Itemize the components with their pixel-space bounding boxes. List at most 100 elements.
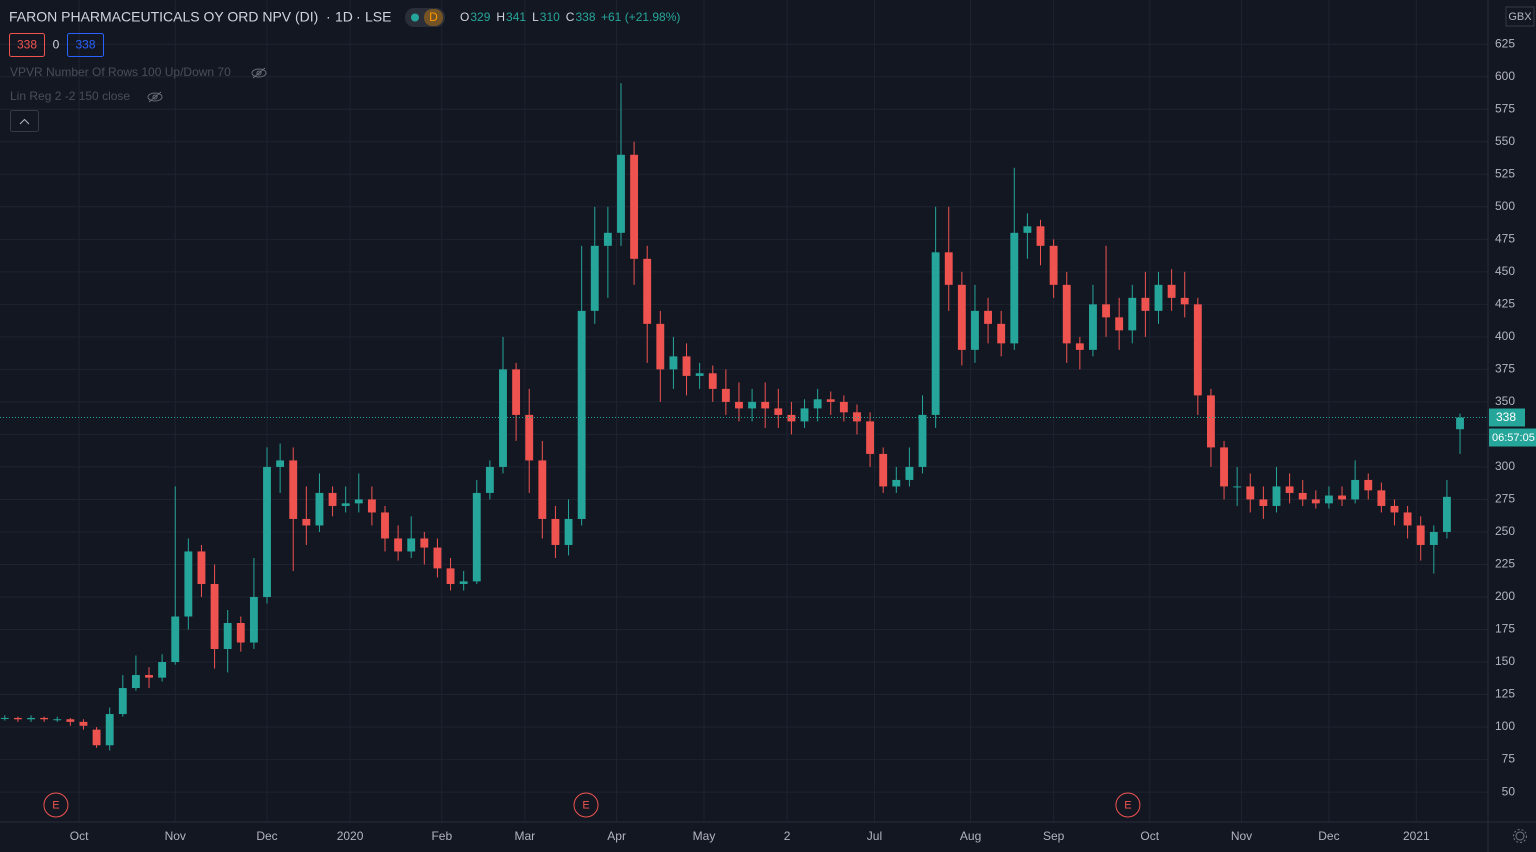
candle-body xyxy=(184,551,193,617)
y-tick-label: 50 xyxy=(1502,784,1516,798)
candle-body xyxy=(630,154,639,259)
candle-body xyxy=(761,401,770,409)
candle-body xyxy=(1272,486,1281,506)
candle-body xyxy=(472,492,481,582)
candles xyxy=(0,83,1488,751)
hidden-icon[interactable] xyxy=(251,67,267,79)
candle-body xyxy=(1089,304,1097,350)
ohlc-value: 310 xyxy=(540,10,560,24)
y-tick-label: 600 xyxy=(1495,69,1515,83)
x-tick-label: 2 xyxy=(784,829,791,843)
sell-box[interactable] xyxy=(9,33,45,57)
ohlc-key: O xyxy=(460,10,469,24)
candle-body xyxy=(459,581,468,584)
candle-body xyxy=(289,460,298,519)
candle-body xyxy=(118,688,127,715)
candle-body xyxy=(1456,417,1464,430)
candle-body xyxy=(512,369,521,415)
x-tick-label: Oct xyxy=(1140,829,1159,843)
x-tick-label: Aug xyxy=(960,829,981,843)
candle-body xyxy=(1128,297,1137,331)
y-tick-label: 575 xyxy=(1495,101,1515,115)
candle-body xyxy=(564,518,573,545)
x-tick-label: Jul xyxy=(867,829,882,843)
last-price-box xyxy=(1489,408,1525,427)
ohlc-legend: O 329 H 341 L 310 C 338 xyxy=(460,10,596,24)
indicator-label[interactable]: VPVR Number Of Rows 100 Up/Down 70 xyxy=(10,65,231,79)
y-tick-label: 75 xyxy=(1502,752,1516,766)
x-tick-label: Nov xyxy=(1231,829,1252,843)
status-pill[interactable] xyxy=(405,8,445,27)
candle-body xyxy=(210,583,219,650)
y-tick-label: 525 xyxy=(1495,166,1515,180)
y-tick-label: 300 xyxy=(1495,459,1515,473)
candle-body xyxy=(446,568,455,584)
status-dot xyxy=(411,13,419,22)
candle-body xyxy=(315,492,324,526)
candle-body xyxy=(721,388,730,402)
candle-body xyxy=(79,721,88,726)
candle-body xyxy=(66,719,75,722)
y-tick-label: 375 xyxy=(1495,362,1515,376)
candle-body xyxy=(1154,284,1163,311)
y-tick-label: 425 xyxy=(1495,297,1515,311)
candle-body xyxy=(1049,245,1058,285)
y-tick-label: 150 xyxy=(1495,654,1515,668)
spread: 0 xyxy=(53,38,60,52)
candle-body xyxy=(866,421,875,454)
x-tick-label: Sep xyxy=(1043,829,1065,843)
y-tick-label: 450 xyxy=(1495,264,1515,278)
candle-body xyxy=(708,373,717,389)
candle-body xyxy=(774,408,783,415)
candle-body xyxy=(354,499,363,504)
x-tick-label: Feb xyxy=(431,829,452,843)
candle-body xyxy=(0,717,9,719)
ohlc-value: 329 xyxy=(470,10,490,24)
candle-body xyxy=(643,258,652,324)
candle-body xyxy=(394,538,403,552)
candle-body xyxy=(853,412,861,422)
y-tick-label: 550 xyxy=(1495,134,1515,148)
candle-body xyxy=(223,623,232,650)
candle-body xyxy=(577,310,586,519)
candle-body xyxy=(1285,486,1294,493)
currency-box[interactable] xyxy=(1505,6,1535,27)
y-tick-label: 225 xyxy=(1495,557,1515,571)
badge: D xyxy=(429,10,438,24)
candle-body xyxy=(1193,304,1202,396)
candle-body xyxy=(787,414,796,422)
collapse-button[interactable] xyxy=(10,110,39,132)
buy-box[interactable] xyxy=(67,33,104,57)
candle-body xyxy=(1298,492,1307,500)
candle-body xyxy=(1403,512,1412,526)
candle-body xyxy=(669,356,678,370)
candle-body xyxy=(984,310,992,324)
candle-body xyxy=(1115,317,1124,331)
candle-body xyxy=(1246,486,1255,500)
candle-body xyxy=(420,538,429,548)
settings-icon[interactable] xyxy=(1513,829,1527,843)
candle-body xyxy=(1442,496,1451,532)
candle-body xyxy=(197,551,206,584)
candle-body xyxy=(695,373,704,376)
earnings-label: E xyxy=(52,799,59,811)
y-tick-label: 100 xyxy=(1495,719,1515,733)
axes: 5075100125150175200225250275300325350375… xyxy=(43,36,1536,843)
candle-body xyxy=(1207,395,1215,448)
candle-body xyxy=(27,717,35,720)
candle-body xyxy=(826,399,835,402)
candle-body xyxy=(236,623,245,643)
earnings-marker xyxy=(573,792,599,818)
candle-body xyxy=(682,356,691,376)
y-tick-label: 625 xyxy=(1495,36,1515,50)
candle-body xyxy=(748,401,757,409)
hidden-icon[interactable] xyxy=(147,91,163,103)
candle-body xyxy=(92,729,101,746)
currency: GBX xyxy=(1508,11,1532,23)
candle-body xyxy=(813,399,822,409)
buy-price: 338 xyxy=(75,38,95,52)
candle-body xyxy=(800,408,809,422)
indicator-label[interactable]: Lin Reg 2 -2 150 close xyxy=(10,89,130,103)
x-tick-label: May xyxy=(693,829,716,843)
